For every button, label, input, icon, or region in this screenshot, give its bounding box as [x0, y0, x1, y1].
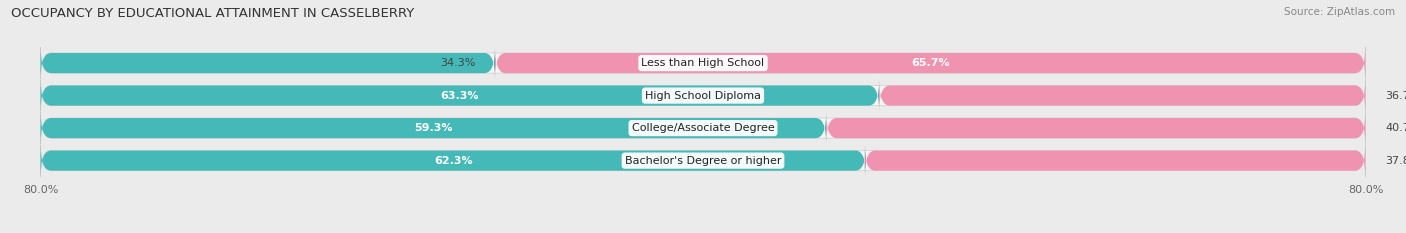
FancyBboxPatch shape — [41, 112, 827, 144]
FancyBboxPatch shape — [827, 112, 1365, 144]
Text: OCCUPANCY BY EDUCATIONAL ATTAINMENT IN CASSELBERRY: OCCUPANCY BY EDUCATIONAL ATTAINMENT IN C… — [11, 7, 415, 20]
FancyBboxPatch shape — [41, 80, 1365, 112]
FancyBboxPatch shape — [495, 47, 1365, 79]
Text: Bachelor's Degree or higher: Bachelor's Degree or higher — [624, 156, 782, 166]
Text: 34.3%: 34.3% — [440, 58, 475, 68]
FancyBboxPatch shape — [41, 112, 1365, 144]
Text: 37.8%: 37.8% — [1385, 156, 1406, 166]
Text: High School Diploma: High School Diploma — [645, 91, 761, 101]
FancyBboxPatch shape — [41, 145, 1365, 177]
FancyBboxPatch shape — [865, 145, 1365, 177]
Legend: Owner-occupied, Renter-occupied: Owner-occupied, Renter-occupied — [586, 230, 820, 233]
FancyBboxPatch shape — [41, 145, 866, 177]
FancyBboxPatch shape — [879, 80, 1365, 112]
Text: 62.3%: 62.3% — [434, 156, 472, 166]
Text: Less than High School: Less than High School — [641, 58, 765, 68]
Text: 36.7%: 36.7% — [1385, 91, 1406, 101]
Text: 59.3%: 59.3% — [415, 123, 453, 133]
Text: 40.7%: 40.7% — [1385, 123, 1406, 133]
FancyBboxPatch shape — [41, 80, 879, 112]
Text: 65.7%: 65.7% — [911, 58, 949, 68]
Text: College/Associate Degree: College/Associate Degree — [631, 123, 775, 133]
FancyBboxPatch shape — [41, 47, 1365, 79]
FancyBboxPatch shape — [41, 47, 495, 79]
Text: 63.3%: 63.3% — [440, 91, 479, 101]
Text: Source: ZipAtlas.com: Source: ZipAtlas.com — [1284, 7, 1395, 17]
